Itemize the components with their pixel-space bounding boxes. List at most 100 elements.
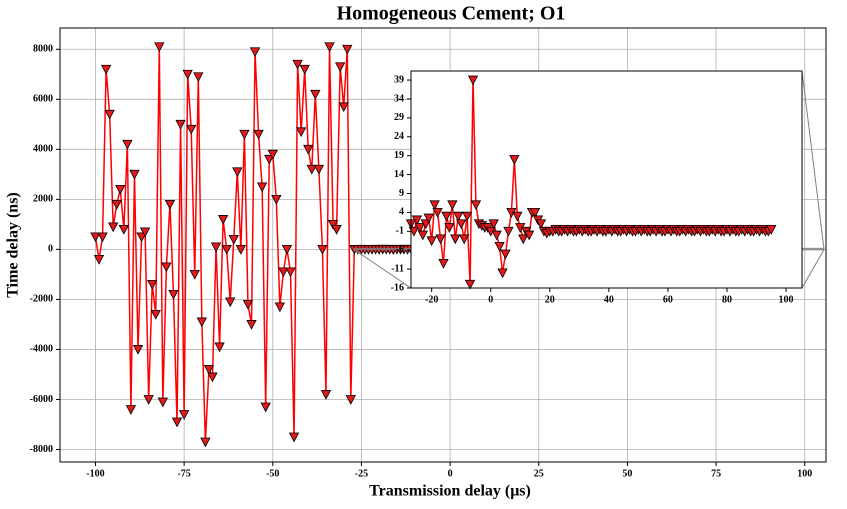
y-tick-label: 6000 xyxy=(33,94,53,105)
inset-marker xyxy=(518,234,529,245)
inset-marker xyxy=(450,234,461,245)
inset-marker xyxy=(414,223,426,233)
marker xyxy=(147,279,158,290)
marker xyxy=(93,254,105,265)
y-tick-label: 4 xyxy=(399,207,404,218)
y-tick-label: 0 xyxy=(48,244,53,255)
marker xyxy=(256,182,268,193)
inset-marker xyxy=(503,226,514,237)
marker xyxy=(108,222,119,233)
inset-marker xyxy=(488,219,499,230)
inset-marker xyxy=(417,230,428,241)
y-tick-label: 29 xyxy=(394,112,404,123)
inset-marker xyxy=(408,226,420,237)
marker xyxy=(178,410,190,420)
inset-marker xyxy=(453,211,464,222)
marker xyxy=(338,102,349,113)
x-tick-label: 60 xyxy=(663,294,673,305)
marker xyxy=(132,345,144,355)
x-tick-label: 0 xyxy=(488,294,493,305)
marker xyxy=(115,184,126,195)
inset-marker xyxy=(456,219,467,230)
marker xyxy=(232,167,243,178)
marker xyxy=(136,232,147,243)
marker xyxy=(242,300,254,310)
marker xyxy=(313,164,325,175)
marker xyxy=(235,244,247,255)
inset-marker xyxy=(470,200,482,211)
y-tick-label: -16 xyxy=(391,282,404,293)
y-tick-label: -6000 xyxy=(30,394,53,405)
inset-marker xyxy=(766,225,777,235)
marker xyxy=(175,119,186,130)
plot-frame xyxy=(59,27,827,463)
marker xyxy=(168,290,179,300)
marker xyxy=(306,164,317,175)
inset-marker xyxy=(435,234,446,245)
marker xyxy=(161,262,172,273)
inset-marker xyxy=(467,75,479,86)
marker xyxy=(310,89,321,100)
inset-marker xyxy=(523,230,535,241)
marker xyxy=(125,405,137,415)
marker xyxy=(217,214,229,225)
marker xyxy=(104,109,115,120)
x-tick-label: 40 xyxy=(604,294,614,305)
marker xyxy=(239,129,250,140)
x-tick-label: 100 xyxy=(797,468,812,479)
y-tick-label: -2000 xyxy=(30,294,53,305)
x-tick-label: 75 xyxy=(711,468,721,479)
zoom-connector xyxy=(801,70,825,249)
marker xyxy=(285,267,296,278)
inset-marker xyxy=(464,279,476,290)
y-tick-label: -6 xyxy=(396,244,404,255)
inset-marker xyxy=(458,234,470,245)
marker xyxy=(111,199,122,210)
x-tick-label: 25 xyxy=(534,468,544,479)
marker xyxy=(196,317,208,328)
y-tick-label: 14 xyxy=(394,169,404,180)
x-tick-label: 100 xyxy=(779,294,794,305)
marker xyxy=(303,144,314,155)
marker xyxy=(203,365,215,375)
inset-marker xyxy=(535,219,547,230)
inset-background xyxy=(411,71,802,288)
inset-frame xyxy=(410,70,803,289)
y-tick-label: 19 xyxy=(394,150,404,161)
y-tick-label: 4000 xyxy=(33,144,53,155)
marker xyxy=(342,44,353,55)
marker xyxy=(164,199,176,210)
x-tick-label: -25 xyxy=(355,468,368,479)
y-tick-label: 34 xyxy=(394,93,404,104)
marker xyxy=(278,267,289,278)
marker xyxy=(299,64,310,75)
inset-marker xyxy=(497,268,508,279)
marker xyxy=(210,242,222,253)
marker xyxy=(129,169,140,180)
marker xyxy=(143,395,154,405)
marker xyxy=(189,269,200,280)
marker xyxy=(267,149,278,160)
inset-marker xyxy=(438,259,449,269)
marker xyxy=(97,232,108,243)
chart-title: Homogeneous Cement; O1 xyxy=(337,3,566,25)
marker xyxy=(295,127,307,138)
x-tick-label: -100 xyxy=(86,468,104,479)
inset-marker xyxy=(444,223,455,233)
inset-marker xyxy=(500,249,511,260)
x-tick-label: 80 xyxy=(722,294,732,305)
marker xyxy=(260,402,271,413)
marker xyxy=(154,42,165,53)
inset-marker xyxy=(441,211,452,222)
marker xyxy=(171,417,183,428)
inset-marker xyxy=(432,207,443,218)
inset-line-segment xyxy=(451,204,457,239)
inset-line-segment xyxy=(469,80,474,285)
x-tick-label: 20 xyxy=(545,294,555,305)
marker xyxy=(139,227,151,238)
inset-marker xyxy=(423,213,434,224)
marker xyxy=(249,47,261,58)
inset-marker xyxy=(494,242,505,252)
marker xyxy=(317,244,328,255)
marker xyxy=(182,69,193,80)
